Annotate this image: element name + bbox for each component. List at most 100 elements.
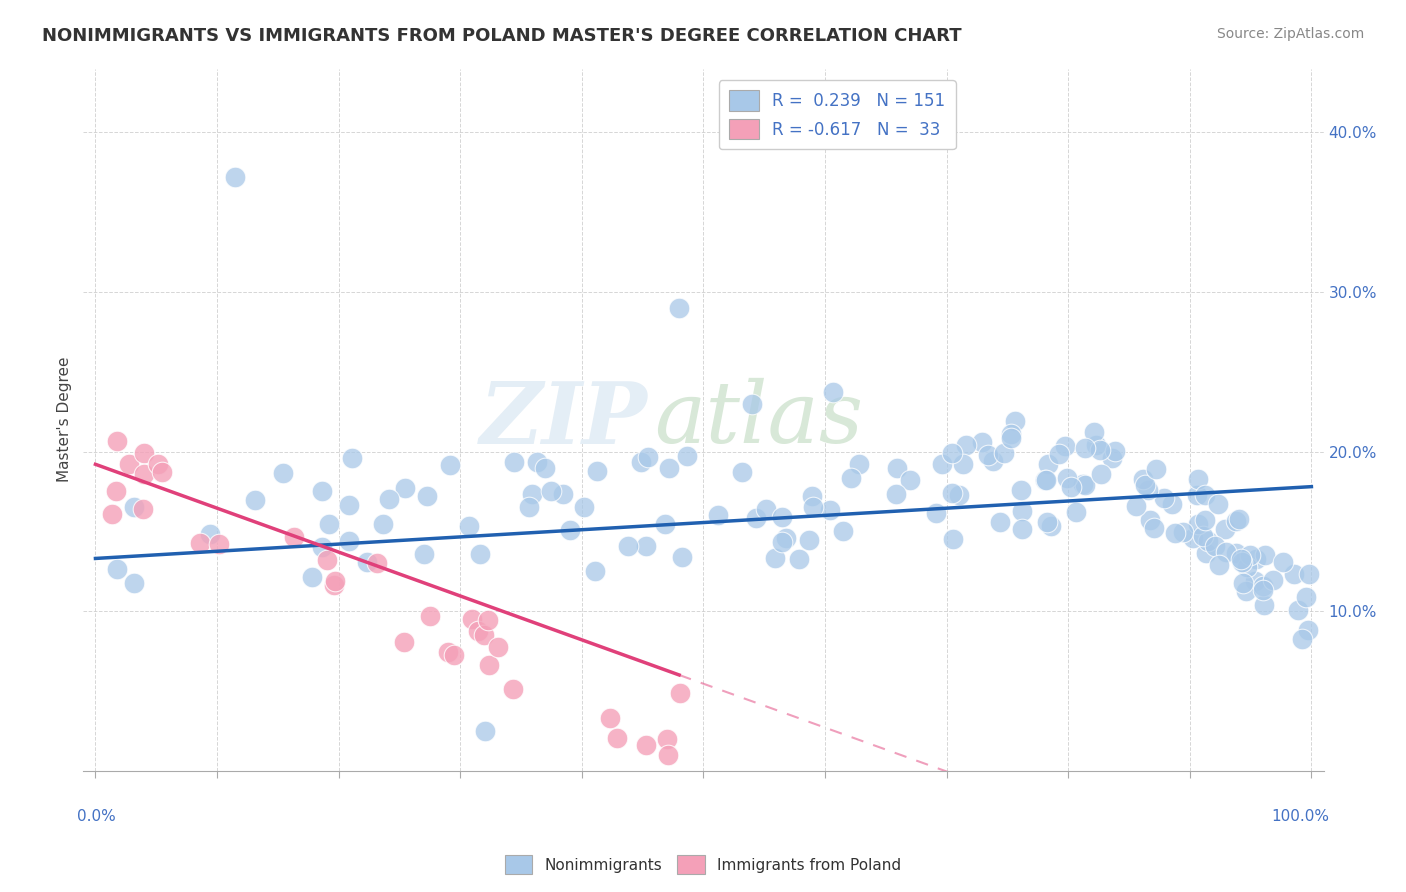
Point xyxy=(122,500,145,514)
Point xyxy=(1071,476,1094,491)
Point xyxy=(301,570,323,584)
Point xyxy=(1206,497,1229,511)
Point xyxy=(931,457,953,471)
Point xyxy=(636,539,658,553)
Point xyxy=(415,489,437,503)
Point xyxy=(1035,473,1057,487)
Point xyxy=(1251,579,1274,593)
Point xyxy=(283,530,305,544)
Point xyxy=(1085,437,1108,451)
Point xyxy=(884,486,907,500)
Point xyxy=(801,500,824,515)
Point xyxy=(558,523,581,537)
Point xyxy=(755,502,778,516)
Point xyxy=(637,450,659,465)
Text: Source: ZipAtlas.com: Source: ZipAtlas.com xyxy=(1216,27,1364,41)
Point xyxy=(472,628,495,642)
Point xyxy=(198,526,221,541)
Point xyxy=(706,508,728,522)
Point xyxy=(948,488,970,502)
Point xyxy=(1000,426,1022,441)
Point xyxy=(323,574,346,589)
Point xyxy=(519,500,541,515)
Point xyxy=(533,461,555,475)
Point xyxy=(1104,444,1126,458)
Point xyxy=(1208,558,1230,573)
Point xyxy=(981,454,1004,468)
Point xyxy=(787,551,810,566)
Point xyxy=(1225,514,1247,528)
Point xyxy=(502,455,524,469)
Point xyxy=(770,509,793,524)
Point xyxy=(839,471,862,485)
Point xyxy=(502,682,524,697)
Text: atlas: atlas xyxy=(654,378,863,461)
Point xyxy=(1161,496,1184,510)
Point xyxy=(1132,472,1154,486)
Point xyxy=(419,608,441,623)
Point xyxy=(1171,524,1194,539)
Point xyxy=(107,434,129,449)
Point xyxy=(551,487,574,501)
Point xyxy=(522,487,544,501)
Point xyxy=(437,645,460,659)
Point xyxy=(1187,473,1209,487)
Point xyxy=(478,658,501,673)
Point xyxy=(340,450,363,465)
Point xyxy=(671,549,693,564)
Point xyxy=(676,450,699,464)
Point xyxy=(1074,478,1097,492)
Point xyxy=(636,739,658,753)
Point xyxy=(188,536,211,550)
Point xyxy=(311,540,333,554)
Point xyxy=(818,503,841,517)
Point xyxy=(1296,623,1319,637)
Point xyxy=(1187,488,1209,502)
Point xyxy=(1143,521,1166,535)
Point xyxy=(1053,439,1076,453)
Point xyxy=(1047,447,1070,461)
Point xyxy=(763,551,786,566)
Point xyxy=(271,467,294,481)
Text: NONIMMIGRANTS VS IMMIGRANTS FROM POLAND MASTER'S DEGREE CORRELATION CHART: NONIMMIGRANTS VS IMMIGRANTS FROM POLAND … xyxy=(42,27,962,45)
Point xyxy=(208,537,231,551)
Point xyxy=(1004,414,1026,428)
Point xyxy=(1192,528,1215,542)
Point xyxy=(731,465,754,479)
Point xyxy=(1011,522,1033,536)
Point xyxy=(132,446,155,460)
Point xyxy=(439,458,461,473)
Point xyxy=(366,556,388,570)
Point xyxy=(1133,477,1156,491)
Point xyxy=(775,531,797,545)
Point xyxy=(1101,450,1123,465)
Point xyxy=(741,396,763,410)
Point xyxy=(122,576,145,591)
Point xyxy=(1137,483,1160,498)
Point xyxy=(572,500,595,514)
Point xyxy=(1263,573,1285,587)
Point xyxy=(821,384,844,399)
Point xyxy=(941,485,963,500)
Point xyxy=(606,731,628,745)
Point xyxy=(745,510,768,524)
Point xyxy=(898,473,921,487)
Point xyxy=(413,547,436,561)
Point xyxy=(657,731,679,746)
Point xyxy=(1040,519,1063,533)
Point xyxy=(134,467,156,482)
Point xyxy=(1239,549,1261,563)
Point xyxy=(1139,513,1161,527)
Point xyxy=(474,723,496,738)
Point xyxy=(941,445,963,459)
Point xyxy=(337,498,360,512)
Point xyxy=(1197,533,1219,548)
Point xyxy=(1074,441,1097,455)
Point xyxy=(1286,602,1309,616)
Point xyxy=(1125,499,1147,513)
Point xyxy=(1000,431,1022,445)
Point xyxy=(394,481,416,495)
Point xyxy=(1251,583,1274,598)
Point xyxy=(970,435,993,450)
Point xyxy=(1213,522,1236,536)
